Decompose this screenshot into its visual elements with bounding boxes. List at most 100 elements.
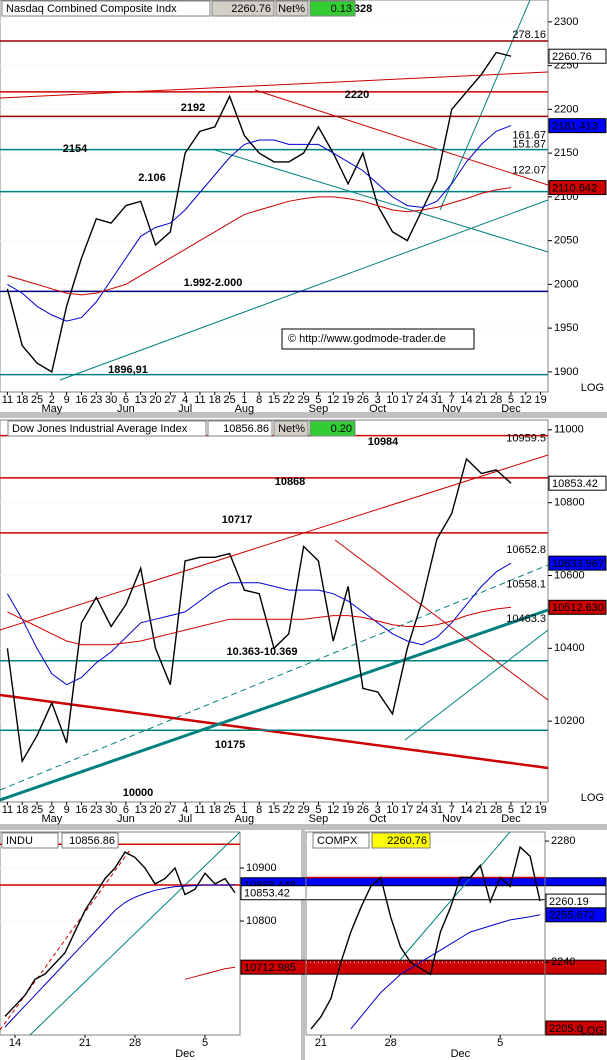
price-tag-label: 10853.42 (244, 888, 290, 900)
header-box (207, 420, 273, 437)
x-tick-label: 9 (64, 394, 70, 406)
month-label: Jun (117, 403, 135, 415)
y-tick-label: 2000 (554, 278, 578, 290)
price-tag (548, 475, 607, 491)
price-tag-label: 10712.985 (244, 962, 296, 974)
x-tick-label: 5 (497, 1037, 503, 1049)
y-tick-label: 10800 (246, 915, 277, 927)
month-label: Dec (175, 1048, 195, 1060)
x-tick-label: 21 (79, 1037, 91, 1049)
price-tag-label: 2260.19 (549, 896, 589, 908)
annotation: 2154 (63, 143, 88, 155)
x-tick-label: 5 (315, 804, 321, 816)
price-line (310, 845, 541, 1030)
header-text: Net% (278, 3, 305, 15)
x-tick-label: 27 (164, 804, 176, 816)
x-tick-label: 11 (194, 804, 205, 816)
moving-average (350, 914, 541, 1030)
level-label: 122.07 (512, 165, 546, 177)
level-label: 10463.3 (506, 613, 546, 625)
level-label: 10959.5 (506, 432, 546, 444)
x-tick-label: 28 (129, 1037, 141, 1049)
x-tick-label: 9 (64, 804, 70, 816)
price-tag-label: 2205.6 (549, 1023, 583, 1035)
x-tick-label: 7 (449, 804, 455, 816)
annotation: 2.106 (138, 172, 166, 184)
x-tick-label: 16 (75, 394, 87, 406)
level-label: 278.16 (512, 29, 546, 41)
x-tick-label: 23 (90, 804, 102, 816)
price-tag-label: 2255.672 (549, 910, 595, 922)
y-tick-label: 1950 (554, 322, 578, 334)
header-text: Dow Jones Industrial Average Index (12, 423, 188, 435)
price-tag (240, 885, 607, 901)
annotation: 1896,91 (108, 364, 148, 376)
x-tick-label: 11 (2, 804, 13, 816)
plot-frame (305, 831, 546, 1036)
y-tick-label: 11000 (554, 424, 584, 436)
y-tick-label: 2150 (554, 147, 578, 159)
moving-average (7, 606, 512, 646)
x-tick-label: 21 (475, 804, 487, 816)
moving-average (7, 125, 512, 322)
trend-line (439, 0, 531, 211)
header-box (312, 832, 370, 849)
x-tick-label: 30 (105, 394, 117, 406)
header-box (1, 832, 59, 849)
x-tick-label: 12 (327, 394, 339, 406)
panel-separator (0, 824, 607, 830)
header-box (61, 832, 119, 849)
annotation: 10717 (222, 514, 253, 526)
x-tick-label: 26 (357, 804, 369, 816)
annotation: 2220 (345, 89, 369, 101)
header-text: 0.20 (331, 423, 352, 435)
x-tick-label: 12 (520, 394, 532, 406)
month-label: Jul (178, 403, 192, 415)
price-tag (545, 1020, 607, 1036)
trend-line (0, 608, 549, 802)
x-tick-label: 5 (508, 804, 514, 816)
header-box (309, 420, 356, 437)
month-label: Dec (501, 813, 521, 825)
annotation: 10175 (215, 739, 246, 751)
trend-line (214, 149, 549, 253)
scale-label: LOG (581, 1025, 604, 1037)
month-label: Jun (117, 813, 135, 825)
month-label: Sep (309, 403, 329, 415)
x-tick-label: 5 (202, 1037, 208, 1049)
moving-average (184, 966, 236, 980)
y-tick-label: 10400 (554, 642, 585, 654)
header-box (309, 0, 356, 17)
scale-label: LOG (581, 792, 604, 804)
price-line (6, 457, 512, 764)
x-tick-label: 18 (16, 804, 28, 816)
x-tick-label: 12 (327, 804, 339, 816)
x-tick-label: 3 (375, 394, 381, 406)
x-tick-label: 25 (223, 804, 235, 816)
x-tick-label: 31 (431, 394, 443, 406)
x-tick-label: 28 (490, 804, 502, 816)
trend-line (0, 564, 549, 791)
x-tick-label: 14 (9, 1037, 21, 1049)
trend-line (254, 89, 549, 186)
x-tick-label: 5 (508, 394, 514, 406)
header-text: 2260.76 (387, 835, 427, 847)
price-tag-label: 10512.630 (552, 602, 604, 614)
x-tick-label: 7 (449, 394, 455, 406)
month-label: Oct (369, 403, 386, 415)
month-label: Nov (442, 813, 462, 825)
trend-line (0, 693, 549, 770)
x-tick-label: 14 (460, 804, 472, 816)
price-tag (548, 118, 607, 134)
x-tick-label: 22 (283, 804, 295, 816)
header-box (273, 420, 309, 437)
header-box (7, 420, 207, 437)
trend-line (29, 831, 241, 1036)
x-tick-label: 8 (256, 394, 262, 406)
x-tick-label: 26 (357, 394, 369, 406)
month-label: Dec (451, 1048, 471, 1060)
x-tick-label: 13 (135, 804, 147, 816)
month-label: Dec (501, 403, 521, 415)
x-tick-label: 23 (90, 394, 102, 406)
month-label: Jul (178, 813, 192, 825)
